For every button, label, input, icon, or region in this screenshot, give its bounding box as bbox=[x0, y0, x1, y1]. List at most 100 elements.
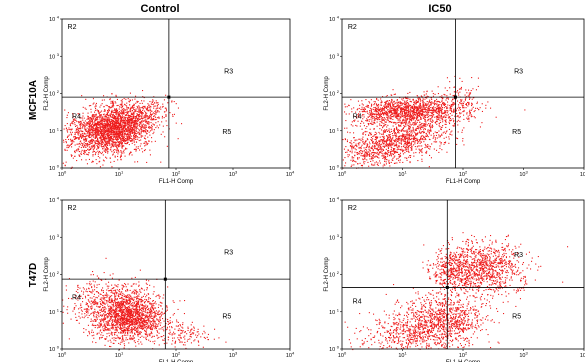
data-point bbox=[135, 116, 137, 118]
data-point bbox=[400, 108, 402, 110]
data-point bbox=[382, 127, 384, 129]
data-point bbox=[145, 130, 147, 132]
data-point bbox=[394, 155, 396, 157]
data-point bbox=[390, 144, 392, 146]
data-point bbox=[131, 122, 133, 124]
data-point bbox=[121, 107, 123, 109]
data-point bbox=[118, 113, 120, 115]
data-point bbox=[104, 139, 106, 141]
data-point bbox=[116, 149, 118, 151]
data-point bbox=[426, 124, 428, 126]
data-point bbox=[124, 124, 126, 126]
data-point bbox=[93, 148, 95, 150]
data-point bbox=[423, 103, 425, 105]
data-point bbox=[418, 148, 420, 150]
data-point bbox=[109, 125, 111, 127]
data-point bbox=[87, 142, 89, 144]
data-point bbox=[97, 153, 99, 155]
data-point bbox=[405, 115, 407, 117]
data-point bbox=[459, 109, 461, 111]
data-point bbox=[95, 134, 97, 136]
data-point bbox=[404, 100, 406, 102]
data-point bbox=[410, 104, 412, 106]
data-point bbox=[369, 110, 371, 112]
data-point bbox=[103, 134, 105, 136]
data-point bbox=[385, 124, 387, 126]
data-point bbox=[404, 119, 406, 121]
data-point bbox=[382, 139, 384, 141]
data-point bbox=[399, 107, 401, 109]
data-point bbox=[386, 95, 388, 97]
data-point bbox=[395, 117, 397, 119]
data-point bbox=[108, 128, 110, 130]
data-point bbox=[421, 108, 423, 110]
data-point bbox=[112, 103, 114, 105]
data-point bbox=[122, 134, 124, 136]
data-point bbox=[120, 121, 122, 123]
data-point bbox=[162, 106, 164, 108]
data-point bbox=[92, 128, 94, 130]
data-point bbox=[112, 149, 114, 151]
data-point bbox=[108, 109, 110, 111]
data-point bbox=[429, 154, 431, 156]
data-point bbox=[144, 115, 146, 117]
data-point bbox=[79, 133, 81, 135]
data-point bbox=[106, 138, 108, 140]
data-point bbox=[133, 148, 135, 150]
data-point bbox=[111, 132, 113, 134]
data-point bbox=[459, 116, 461, 118]
data-point bbox=[418, 140, 420, 142]
data-point bbox=[395, 111, 397, 113]
data-point bbox=[123, 108, 125, 110]
data-point bbox=[101, 129, 103, 131]
data-point bbox=[449, 116, 451, 118]
data-point bbox=[103, 136, 105, 138]
data-point bbox=[92, 144, 94, 146]
data-point bbox=[110, 136, 112, 138]
data-point bbox=[93, 132, 95, 134]
data-point bbox=[350, 142, 352, 144]
data-point bbox=[123, 134, 125, 136]
data-point bbox=[91, 161, 93, 163]
data-point bbox=[403, 106, 405, 108]
data-point bbox=[453, 124, 455, 126]
data-point bbox=[150, 114, 152, 116]
data-point bbox=[401, 129, 403, 131]
data-point bbox=[167, 102, 169, 104]
data-point bbox=[424, 128, 426, 130]
data-point bbox=[388, 102, 390, 104]
data-point bbox=[135, 130, 137, 132]
data-point bbox=[95, 125, 97, 127]
data-point bbox=[440, 121, 442, 123]
data-point bbox=[404, 105, 406, 107]
data-point bbox=[372, 149, 374, 151]
data-point bbox=[363, 132, 365, 134]
data-point bbox=[434, 107, 436, 109]
data-point bbox=[428, 124, 430, 126]
data-point bbox=[361, 150, 363, 152]
data-point bbox=[126, 137, 128, 139]
data-point bbox=[116, 134, 118, 136]
data-point bbox=[116, 128, 118, 130]
data-point bbox=[437, 115, 439, 117]
data-point bbox=[131, 138, 133, 140]
data-point bbox=[444, 110, 446, 112]
data-point bbox=[384, 121, 386, 123]
data-point bbox=[114, 117, 116, 119]
data-point bbox=[417, 97, 419, 99]
data-point bbox=[74, 144, 76, 146]
data-point bbox=[116, 121, 118, 123]
data-point bbox=[353, 107, 355, 109]
data-point bbox=[426, 135, 428, 137]
data-point bbox=[362, 139, 364, 141]
data-point bbox=[418, 98, 420, 100]
data-point bbox=[401, 107, 403, 109]
data-point bbox=[143, 117, 145, 119]
data-point bbox=[153, 115, 155, 117]
data-point bbox=[126, 105, 128, 107]
data-point bbox=[111, 138, 113, 140]
data-point bbox=[93, 139, 95, 141]
data-point bbox=[113, 142, 115, 144]
data-point bbox=[397, 121, 399, 123]
data-point bbox=[132, 124, 134, 126]
